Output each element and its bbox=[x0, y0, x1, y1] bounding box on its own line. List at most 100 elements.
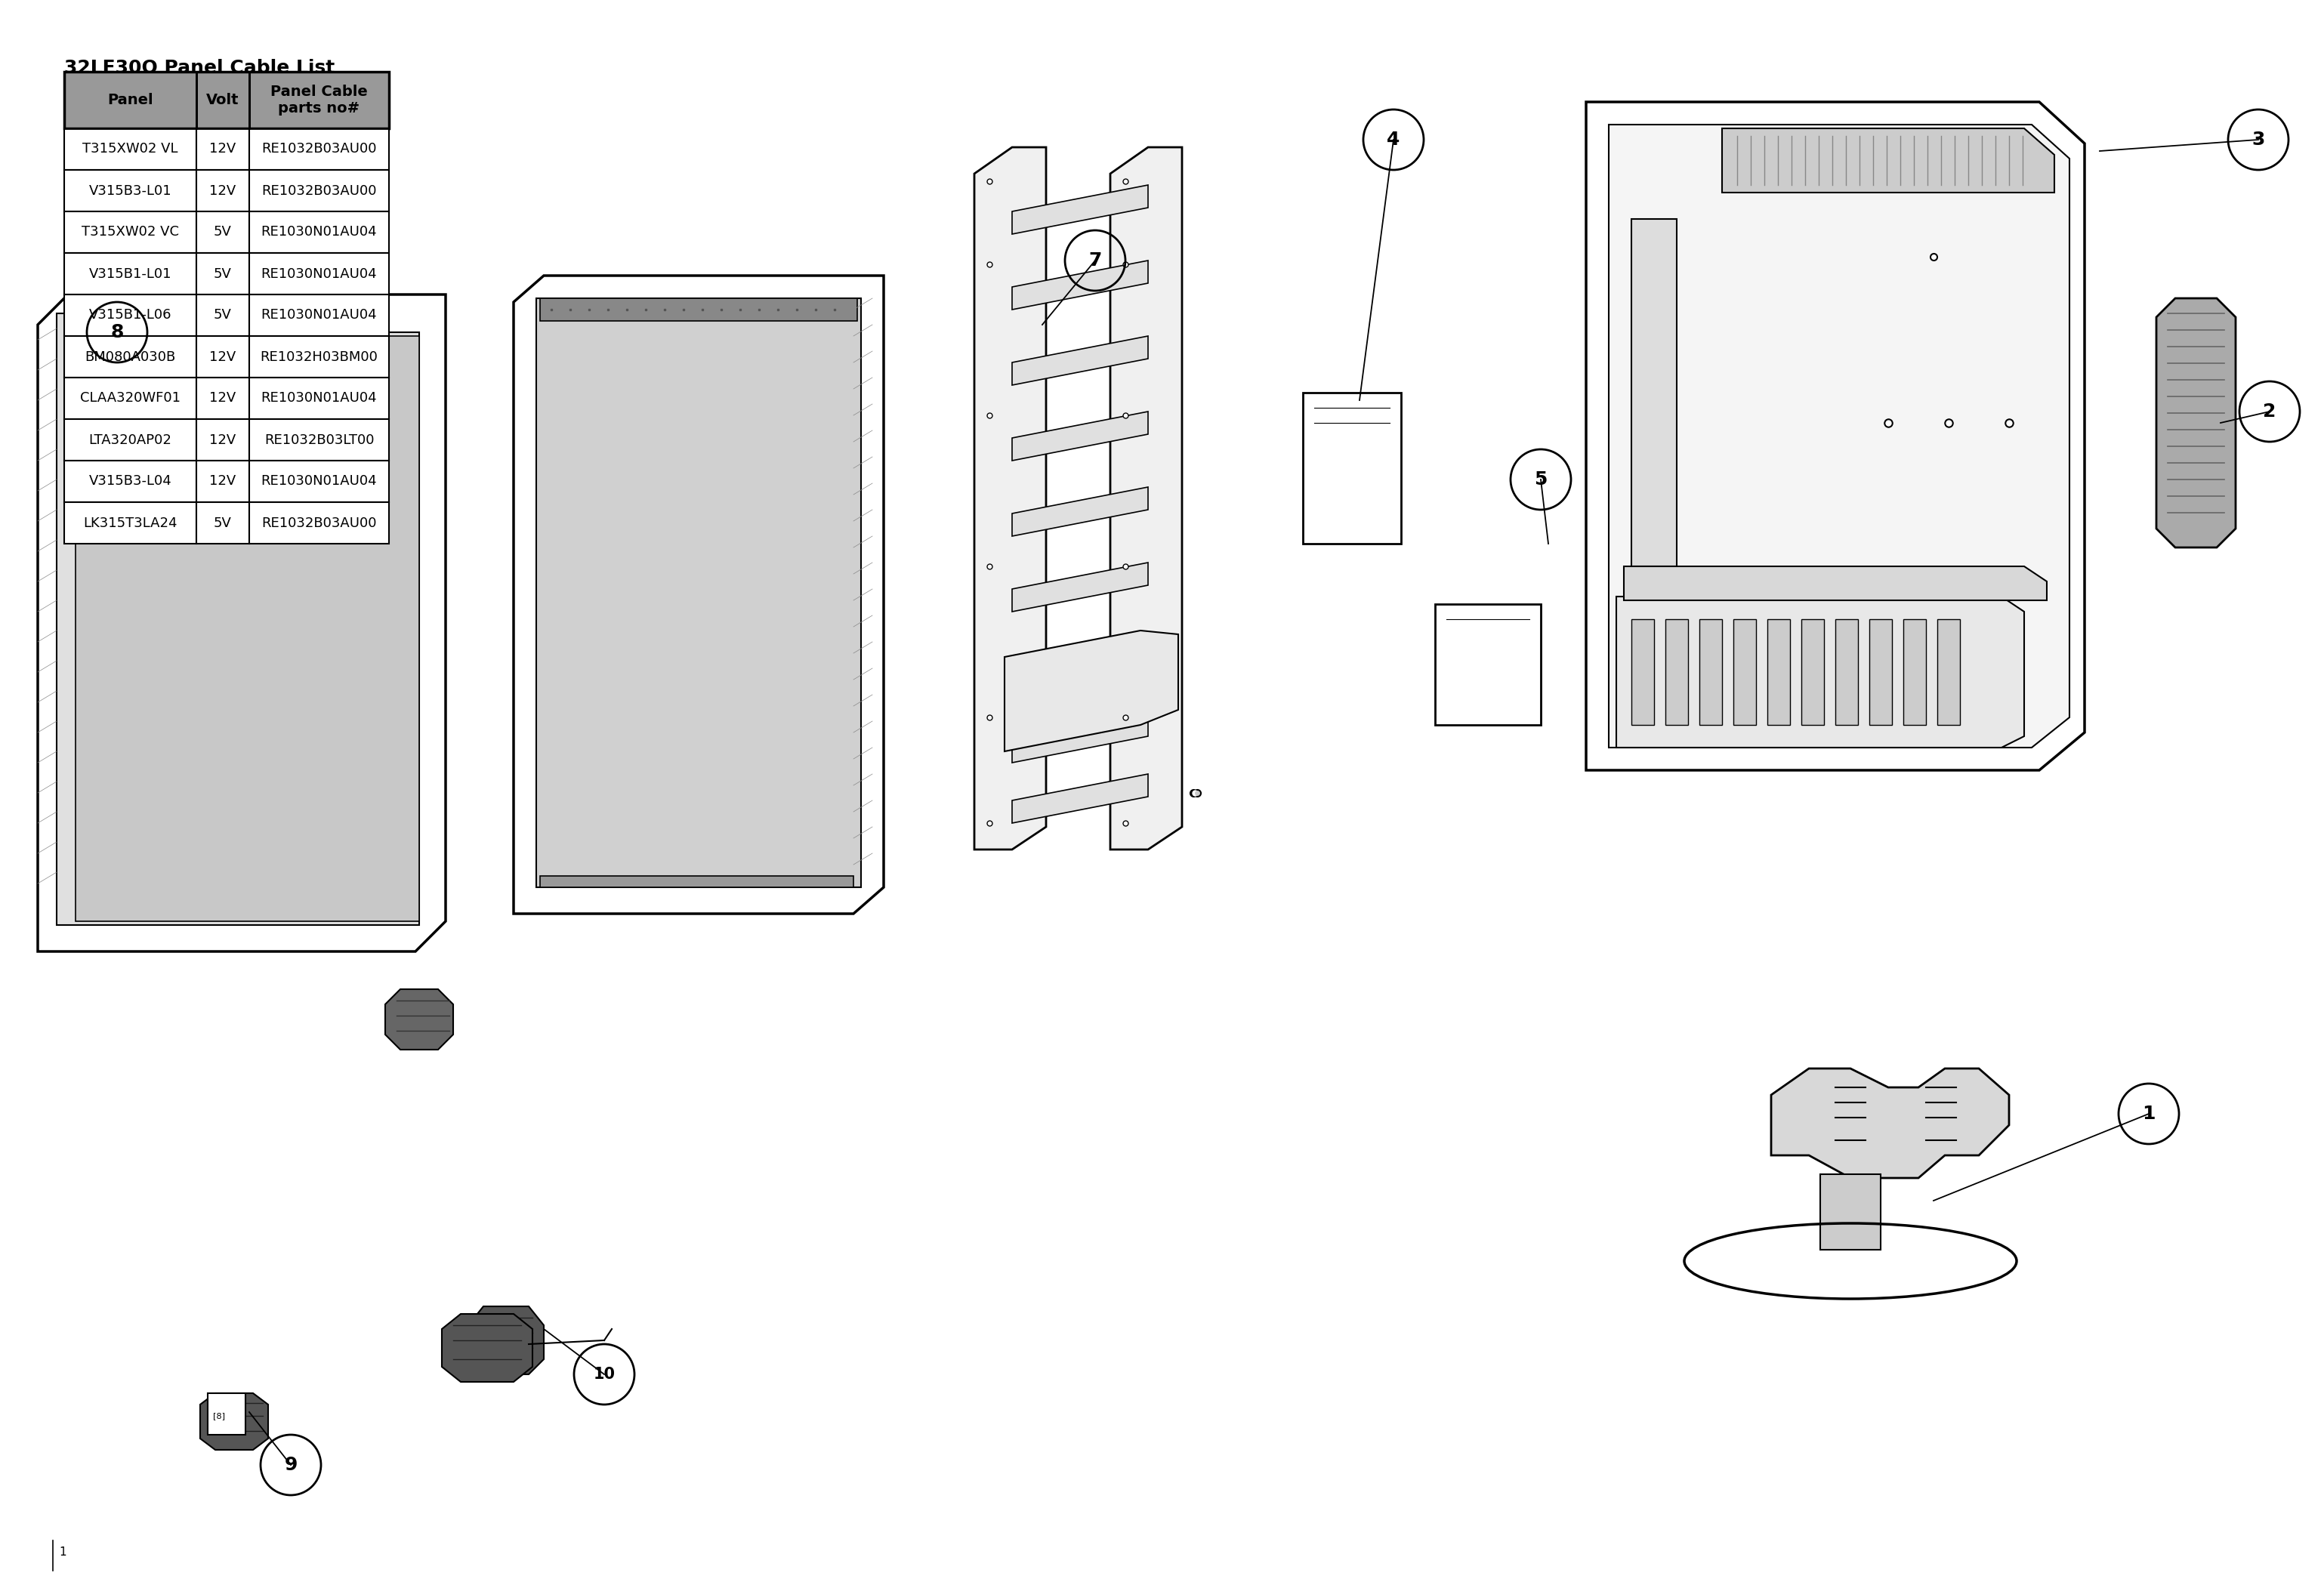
Bar bbox=[249, 170, 388, 211]
Text: 12V: 12V bbox=[209, 474, 237, 488]
Text: CLAA320WF01: CLAA320WF01 bbox=[79, 391, 181, 406]
Text: LK315T3LA24: LK315T3LA24 bbox=[84, 517, 177, 529]
Text: 12V: 12V bbox=[209, 184, 237, 198]
Bar bbox=[1734, 620, 1757, 724]
Text: RE1032B03LT00: RE1032B03LT00 bbox=[265, 433, 374, 447]
Text: RE1030N01AU04: RE1030N01AU04 bbox=[260, 309, 376, 322]
Text: V315B3-L04: V315B3-L04 bbox=[88, 474, 172, 488]
Bar bbox=[65, 71, 195, 128]
Text: V315B3-L01: V315B3-L01 bbox=[88, 184, 172, 198]
Bar bbox=[65, 295, 195, 336]
Bar bbox=[65, 461, 195, 502]
Polygon shape bbox=[974, 147, 1046, 850]
Text: RE1030N01AU04: RE1030N01AU04 bbox=[260, 225, 376, 239]
Bar bbox=[1766, 620, 1789, 724]
Text: 1: 1 bbox=[58, 1545, 65, 1558]
Text: RE1030N01AU04: RE1030N01AU04 bbox=[260, 391, 376, 406]
Polygon shape bbox=[56, 314, 418, 926]
Text: T315XW02 VC: T315XW02 VC bbox=[81, 225, 179, 239]
Polygon shape bbox=[386, 989, 453, 1049]
Text: V315B1-L01: V315B1-L01 bbox=[88, 266, 172, 281]
Polygon shape bbox=[1011, 713, 1148, 762]
Polygon shape bbox=[539, 877, 853, 888]
Text: Panel: Panel bbox=[107, 94, 153, 108]
Text: [8]: [8] bbox=[214, 1412, 225, 1420]
Bar bbox=[1631, 620, 1655, 724]
Text: 5V: 5V bbox=[214, 266, 232, 281]
Text: 5V: 5V bbox=[214, 225, 232, 239]
Text: 8: 8 bbox=[112, 323, 123, 341]
Bar bbox=[1801, 620, 1824, 724]
Bar bbox=[195, 254, 249, 295]
Text: V315B1-L06: V315B1-L06 bbox=[88, 309, 172, 322]
Polygon shape bbox=[1111, 147, 1183, 850]
Text: RE1030N01AU04: RE1030N01AU04 bbox=[260, 474, 376, 488]
Bar bbox=[1699, 620, 1722, 724]
Text: 12V: 12V bbox=[209, 143, 237, 155]
Text: 5V: 5V bbox=[214, 309, 232, 322]
Polygon shape bbox=[1820, 1174, 1880, 1249]
Bar bbox=[195, 128, 249, 170]
Bar bbox=[195, 502, 249, 544]
Polygon shape bbox=[1608, 125, 2068, 748]
Polygon shape bbox=[1771, 1068, 2008, 1178]
Bar bbox=[249, 128, 388, 170]
Text: T315XW02 VL: T315XW02 VL bbox=[84, 143, 179, 155]
Bar bbox=[195, 295, 249, 336]
Bar bbox=[1836, 620, 1857, 724]
Polygon shape bbox=[74, 336, 418, 921]
Bar bbox=[65, 418, 195, 461]
Bar bbox=[195, 461, 249, 502]
Bar bbox=[195, 377, 249, 418]
Bar bbox=[65, 336, 195, 377]
Polygon shape bbox=[207, 1393, 246, 1434]
Polygon shape bbox=[514, 276, 883, 913]
Text: 2: 2 bbox=[2264, 403, 2275, 420]
Polygon shape bbox=[1615, 596, 2024, 748]
Bar bbox=[1938, 620, 1959, 724]
Polygon shape bbox=[2157, 298, 2236, 547]
Polygon shape bbox=[442, 1314, 532, 1382]
Bar bbox=[249, 502, 388, 544]
Text: 9: 9 bbox=[284, 1457, 297, 1474]
Bar bbox=[195, 71, 249, 128]
Bar bbox=[195, 211, 249, 254]
Text: 32LE30Q Panel Cable List: 32LE30Q Panel Cable List bbox=[65, 59, 335, 78]
Bar bbox=[65, 211, 195, 254]
Bar bbox=[1666, 620, 1687, 724]
Polygon shape bbox=[467, 1306, 544, 1374]
Bar bbox=[65, 71, 388, 128]
Text: 4: 4 bbox=[1387, 130, 1399, 149]
Polygon shape bbox=[200, 1393, 267, 1450]
Polygon shape bbox=[1585, 101, 2085, 770]
Polygon shape bbox=[1011, 773, 1148, 823]
Polygon shape bbox=[1631, 219, 1676, 566]
Polygon shape bbox=[1722, 128, 2054, 192]
Text: Panel Cable
parts no#: Panel Cable parts no# bbox=[270, 84, 367, 116]
Text: RE1030N01AU04: RE1030N01AU04 bbox=[260, 266, 376, 281]
Bar bbox=[249, 211, 388, 254]
Bar bbox=[65, 128, 195, 170]
Polygon shape bbox=[1011, 336, 1148, 385]
Text: RE1032H03BM00: RE1032H03BM00 bbox=[260, 350, 379, 363]
Text: BM080A030B: BM080A030B bbox=[86, 350, 177, 363]
Text: 12V: 12V bbox=[209, 433, 237, 447]
Bar bbox=[249, 461, 388, 502]
Polygon shape bbox=[1434, 604, 1541, 724]
Polygon shape bbox=[537, 298, 860, 888]
Bar bbox=[249, 71, 388, 128]
Polygon shape bbox=[1004, 631, 1178, 751]
Text: LTA320AP02: LTA320AP02 bbox=[88, 433, 172, 447]
Polygon shape bbox=[1011, 412, 1148, 461]
Polygon shape bbox=[1011, 260, 1148, 309]
Text: RE1032B03AU00: RE1032B03AU00 bbox=[263, 517, 376, 529]
Bar bbox=[65, 502, 195, 544]
Text: 7: 7 bbox=[1088, 252, 1102, 269]
Text: 3: 3 bbox=[2252, 130, 2266, 149]
Polygon shape bbox=[1011, 185, 1148, 235]
Text: Volt: Volt bbox=[207, 94, 239, 108]
Polygon shape bbox=[1011, 487, 1148, 536]
Polygon shape bbox=[37, 295, 446, 951]
Bar bbox=[195, 418, 249, 461]
Bar bbox=[249, 377, 388, 418]
